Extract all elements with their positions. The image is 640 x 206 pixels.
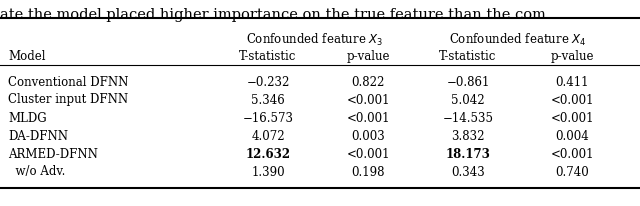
Text: p-value: p-value [550, 50, 594, 63]
Text: T-statistic: T-statistic [439, 50, 497, 63]
Text: <0.001: <0.001 [550, 147, 594, 160]
Text: 1.390: 1.390 [251, 165, 285, 179]
Text: p-value: p-value [346, 50, 390, 63]
Text: −14.535: −14.535 [442, 111, 493, 124]
Text: −16.573: −16.573 [243, 111, 294, 124]
Text: MLDG: MLDG [8, 111, 47, 124]
Text: 0.740: 0.740 [555, 165, 589, 179]
Text: 18.173: 18.173 [445, 147, 490, 160]
Text: 0.822: 0.822 [351, 76, 385, 89]
Text: w/o Adv.: w/o Adv. [8, 165, 65, 179]
Text: T-statistic: T-statistic [239, 50, 297, 63]
Text: 12.632: 12.632 [245, 147, 291, 160]
Text: Conventional DFNN: Conventional DFNN [8, 76, 129, 89]
Text: 0.198: 0.198 [351, 165, 385, 179]
Text: <0.001: <0.001 [346, 94, 390, 107]
Text: Cluster input DFNN: Cluster input DFNN [8, 94, 128, 107]
Text: Model: Model [8, 50, 45, 63]
Text: ARMED-DFNN: ARMED-DFNN [8, 147, 98, 160]
Text: 5.042: 5.042 [451, 94, 485, 107]
Text: −0.861: −0.861 [446, 76, 490, 89]
Text: 0.004: 0.004 [555, 130, 589, 143]
Text: DA-DFNN: DA-DFNN [8, 130, 68, 143]
Text: <0.001: <0.001 [346, 111, 390, 124]
Text: <0.001: <0.001 [346, 147, 390, 160]
Text: 5.346: 5.346 [251, 94, 285, 107]
Text: 0.343: 0.343 [451, 165, 485, 179]
Text: <0.001: <0.001 [550, 94, 594, 107]
Text: 0.003: 0.003 [351, 130, 385, 143]
Text: Confounded feature $X_3$: Confounded feature $X_3$ [246, 32, 384, 48]
Text: 3.832: 3.832 [451, 130, 484, 143]
Text: Confounded feature $X_4$: Confounded feature $X_4$ [449, 32, 587, 48]
Text: 0.411: 0.411 [556, 76, 589, 89]
Text: −0.232: −0.232 [246, 76, 290, 89]
Text: <0.001: <0.001 [550, 111, 594, 124]
Text: 4.072: 4.072 [251, 130, 285, 143]
Text: ate the model placed higher importance on the true feature than the com: ate the model placed higher importance o… [0, 8, 546, 22]
